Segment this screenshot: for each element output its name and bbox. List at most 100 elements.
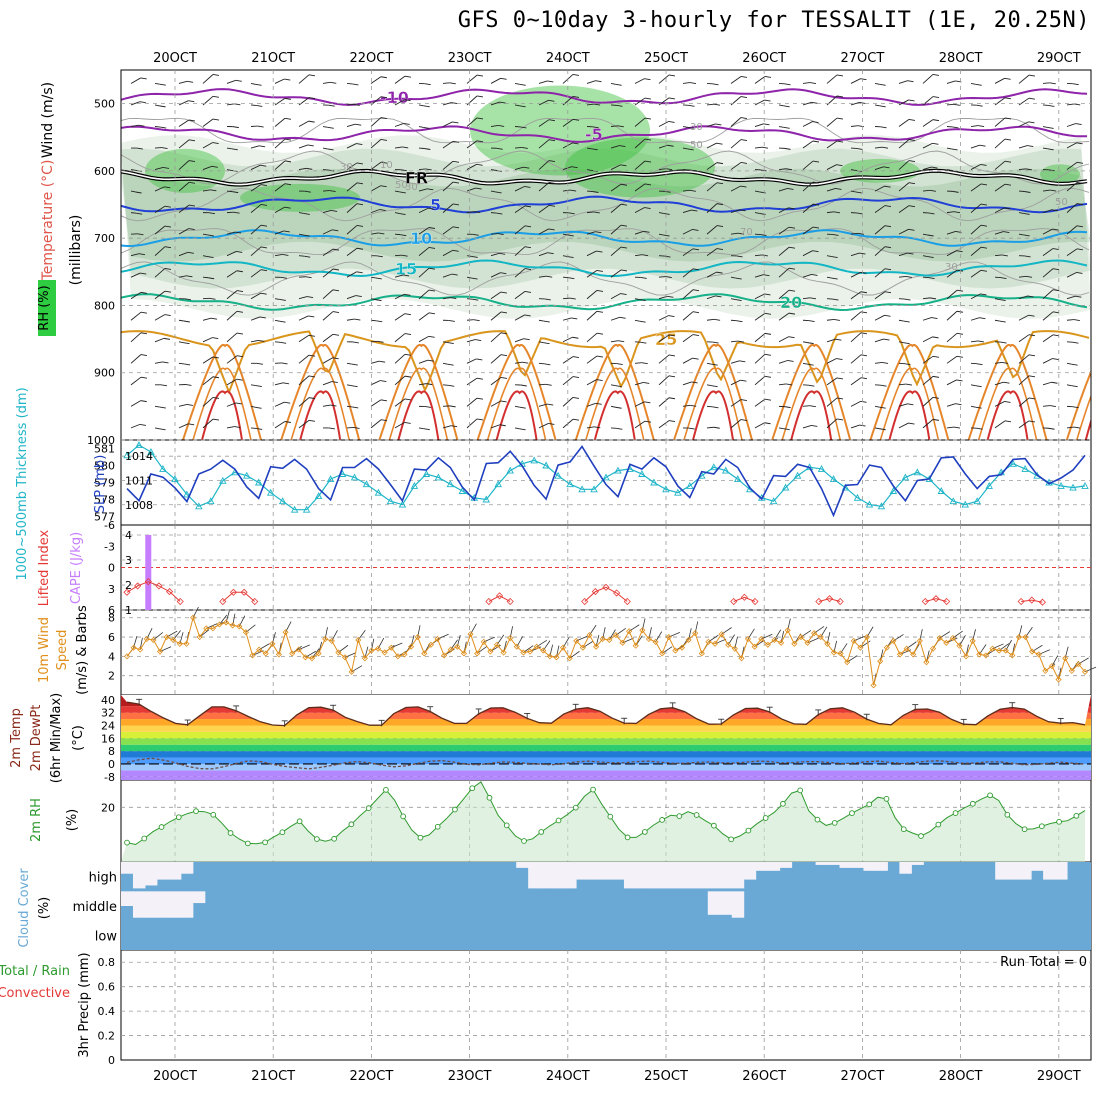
wind-barb: [1018, 168, 1032, 171]
wind-barb: [202, 356, 219, 364]
thickness-point: [781, 483, 790, 491]
rh-label: 30: [945, 262, 958, 273]
wind-barb: [274, 253, 289, 257]
cloud-high-cell: [1031, 862, 1044, 871]
wind-barb: [706, 248, 724, 257]
wind-barb: [682, 147, 694, 151]
wind-barb: [130, 400, 147, 407]
temp-color-band: [121, 776, 1091, 780]
wind-barb: [730, 419, 748, 429]
wind-barb: [298, 354, 316, 364]
wind-speed-point: [996, 647, 1003, 654]
wind-barb: [538, 182, 556, 192]
wind-barb: [826, 211, 841, 214]
wind-barb: [1042, 405, 1056, 408]
thickness-line: [126, 444, 1086, 511]
wind-barb: [466, 117, 484, 127]
wind-speed-point: [619, 639, 626, 646]
thickness-point: [913, 468, 922, 476]
wind-barb: [874, 104, 886, 108]
li-point: [740, 593, 748, 601]
cloud-middle-cell: [719, 891, 733, 915]
wind-barb: [730, 139, 748, 149]
wind-barb: [706, 225, 724, 235]
wind-speed-point: [1022, 633, 1029, 641]
precip-tick-label: 0.2: [98, 1030, 116, 1043]
rh2m-point: [866, 801, 873, 808]
wind-barb: [274, 401, 291, 407]
wind-barb: [514, 83, 526, 86]
wind-barb: [442, 425, 458, 429]
wind-barb: [802, 362, 814, 366]
wind-barb: [730, 319, 743, 323]
wind-barb: [154, 246, 172, 257]
wind-barb: [418, 289, 436, 300]
wind-barb: [658, 276, 672, 278]
wind-barb: [418, 405, 431, 408]
wind-speed-point: [645, 635, 653, 643]
wind-speed-point: [388, 644, 395, 651]
wind-barb: [586, 231, 602, 235]
wind-barb: [682, 404, 697, 407]
thickness-point: [710, 463, 718, 471]
cloud-high-cell: [647, 862, 661, 889]
wind-barb: [970, 144, 986, 149]
wind-speed-point: [850, 637, 857, 644]
wind-barb: [1042, 427, 1055, 430]
temp-ylabel-3: (6hr Min/Max): [49, 693, 64, 783]
wind-barb: [898, 422, 915, 429]
wind-barb: [226, 310, 244, 321]
wind-barb: [250, 316, 266, 321]
precip-ylabel: 3hr Precip (mm): [77, 952, 92, 1057]
wind-barb: [730, 117, 748, 127]
wind-barb: [178, 160, 196, 170]
rh2m-point: [227, 830, 234, 836]
surface-heat-contour: [280, 343, 361, 440]
wind-barb: [538, 362, 551, 366]
surface-heat-contour: [673, 343, 753, 440]
wind-barb: [946, 310, 964, 321]
pressure-tick-label: 700: [94, 232, 115, 245]
wind-speed-point: [242, 629, 249, 636]
wind-barb: [346, 103, 360, 106]
wind-barb: [154, 205, 171, 213]
wind-barb: [562, 118, 580, 127]
rh2m-ylabel: 2m RH: [29, 798, 44, 842]
wind-barb: [706, 426, 720, 429]
wind-speed-point: [725, 641, 732, 648]
wind-barb: [946, 426, 961, 429]
thickness-point: [793, 471, 802, 479]
wind-barb: [922, 255, 934, 258]
wind-speed-point: [771, 636, 778, 644]
li-point: [229, 588, 238, 596]
surface-heat-contour: [869, 343, 950, 440]
thickness-point: [446, 480, 455, 488]
wind-barb: [922, 317, 938, 321]
wind-barb: [682, 169, 695, 172]
wind-barb: [586, 190, 599, 193]
wind-barb: [370, 380, 387, 386]
wind-speed-point: [308, 655, 316, 662]
wind-speed-point: [540, 647, 547, 654]
wind-barb: [850, 78, 867, 84]
wind-speed-point: [863, 633, 871, 641]
cloud-high-cell: [611, 862, 625, 880]
wind-speed-point: [526, 648, 534, 655]
wind-speed-point: [718, 631, 725, 638]
cloud-high-cell: [743, 862, 757, 880]
cloud-high-cell: [851, 862, 864, 868]
surface-heat-contour: [692, 390, 734, 440]
wind-speed-point: [659, 650, 666, 657]
wind-barb: [682, 381, 698, 386]
upper-ylabel-wind: Wind (m/s): [40, 82, 56, 158]
wind-barb: [130, 332, 148, 343]
wind-barb: [490, 77, 507, 84]
wind-barb: [514, 290, 532, 300]
wind-speed-point: [949, 634, 956, 642]
temp-mask: [121, 695, 1091, 726]
wind-speed-point: [427, 641, 434, 648]
wind-barb: [778, 267, 796, 278]
wind-barb: [514, 126, 527, 129]
wind-barb: [994, 381, 1010, 386]
wind-barb: [922, 142, 939, 149]
